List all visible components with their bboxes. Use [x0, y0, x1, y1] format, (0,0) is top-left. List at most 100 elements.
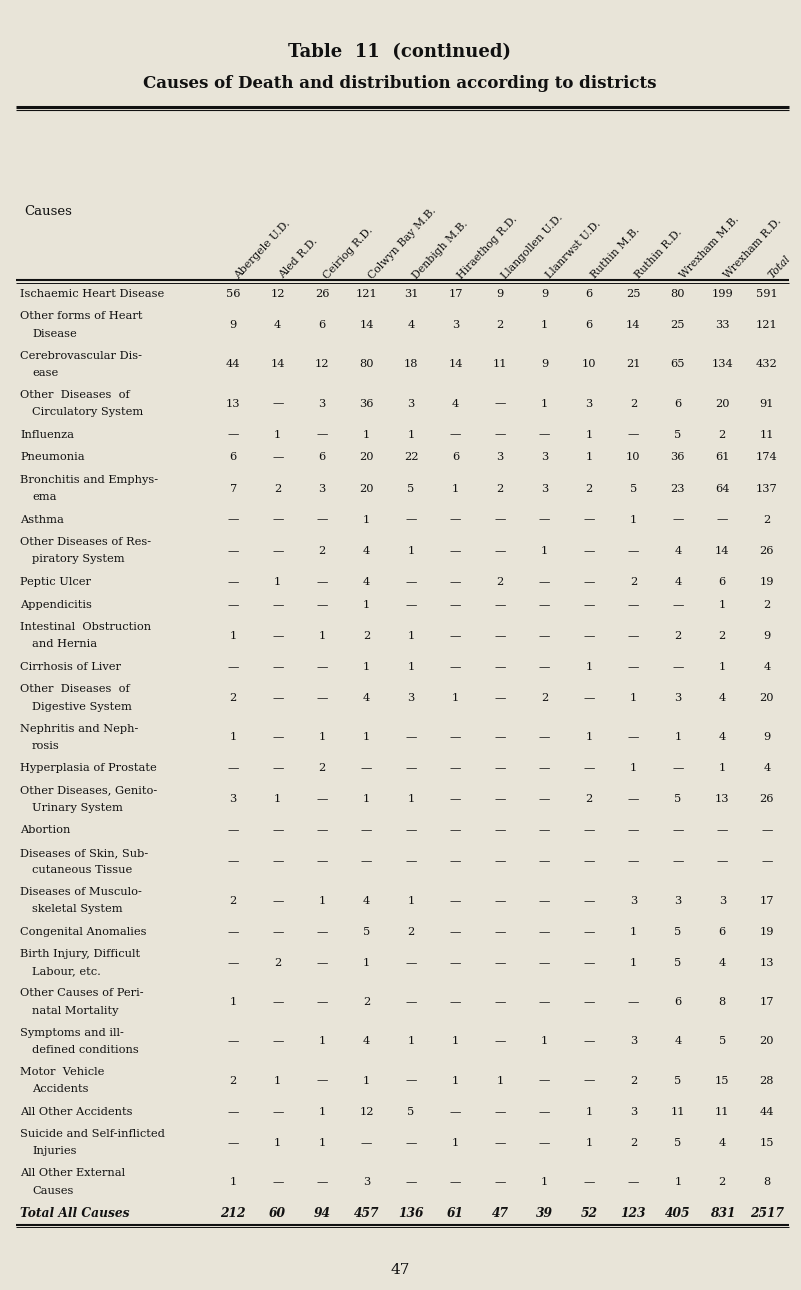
- Text: —: —: [405, 1138, 417, 1148]
- Text: —: —: [361, 857, 372, 867]
- Text: 591: 591: [756, 289, 778, 299]
- Text: —: —: [450, 1107, 461, 1117]
- Text: —: —: [227, 958, 239, 968]
- Text: —: —: [583, 631, 594, 641]
- Text: 2: 2: [319, 764, 326, 773]
- Text: —: —: [450, 662, 461, 672]
- Text: —: —: [405, 577, 417, 587]
- Text: 1: 1: [274, 430, 281, 440]
- Text: 1: 1: [674, 733, 682, 742]
- Text: 2: 2: [497, 320, 504, 330]
- Text: —: —: [672, 515, 683, 525]
- Text: 20: 20: [360, 484, 374, 494]
- Text: —: —: [272, 1176, 284, 1187]
- Text: —: —: [583, 546, 594, 556]
- Text: 1: 1: [363, 958, 370, 968]
- Text: 14: 14: [715, 546, 730, 556]
- Text: —: —: [316, 662, 328, 672]
- Text: 12: 12: [360, 1107, 374, 1117]
- Text: —: —: [450, 546, 461, 556]
- Text: 2: 2: [230, 693, 237, 703]
- Text: —: —: [628, 857, 639, 867]
- Text: 9: 9: [763, 733, 771, 742]
- Text: 1: 1: [541, 1176, 548, 1187]
- Text: 4: 4: [452, 399, 459, 409]
- Text: —: —: [405, 733, 417, 742]
- Text: 7: 7: [230, 484, 237, 494]
- Text: 1: 1: [630, 926, 637, 937]
- Text: —: —: [628, 546, 639, 556]
- Text: 6: 6: [230, 453, 237, 463]
- Text: 2: 2: [541, 693, 548, 703]
- Text: 18: 18: [404, 360, 418, 369]
- Text: 1: 1: [586, 662, 593, 672]
- Text: rosis: rosis: [32, 740, 60, 751]
- Text: Ceiriog R.D.: Ceiriog R.D.: [322, 224, 375, 281]
- Text: 80: 80: [670, 289, 685, 299]
- Text: —: —: [628, 600, 639, 610]
- Text: —: —: [450, 430, 461, 440]
- Text: —: —: [316, 1176, 328, 1187]
- Text: —: —: [494, 399, 505, 409]
- Text: 1: 1: [630, 958, 637, 968]
- Text: Ruthin R.D.: Ruthin R.D.: [634, 227, 684, 281]
- Text: —: —: [583, 1076, 594, 1086]
- Text: 13: 13: [226, 399, 240, 409]
- Text: 47: 47: [492, 1206, 509, 1219]
- Text: 1: 1: [497, 1076, 504, 1086]
- Text: 1: 1: [586, 453, 593, 463]
- Text: —: —: [494, 631, 505, 641]
- Text: 3: 3: [408, 693, 415, 703]
- Text: —: —: [272, 926, 284, 937]
- Text: —: —: [316, 577, 328, 587]
- Text: —: —: [494, 857, 505, 867]
- Text: 5: 5: [674, 1138, 682, 1148]
- Text: —: —: [583, 895, 594, 906]
- Text: 121: 121: [356, 289, 377, 299]
- Text: —: —: [272, 764, 284, 773]
- Text: —: —: [450, 958, 461, 968]
- Text: 17: 17: [449, 289, 463, 299]
- Text: 2: 2: [274, 484, 281, 494]
- Text: Table  11  (continued): Table 11 (continued): [288, 43, 512, 61]
- Text: —: —: [316, 857, 328, 867]
- Text: 3: 3: [408, 399, 415, 409]
- Text: 3: 3: [497, 453, 504, 463]
- Text: Ruthin M.B.: Ruthin M.B.: [589, 226, 642, 281]
- Text: 2: 2: [363, 631, 370, 641]
- Text: —: —: [316, 600, 328, 610]
- Text: —: —: [405, 764, 417, 773]
- Text: 36: 36: [360, 399, 374, 409]
- Text: 6: 6: [586, 289, 593, 299]
- Text: 2517: 2517: [750, 1206, 783, 1219]
- Text: —: —: [450, 764, 461, 773]
- Text: —: —: [450, 631, 461, 641]
- Text: ema: ema: [32, 493, 57, 502]
- Text: 10: 10: [582, 360, 596, 369]
- Text: 4: 4: [674, 577, 682, 587]
- Text: —: —: [494, 515, 505, 525]
- Text: Causes of Death and distribution according to districts: Causes of Death and distribution accordi…: [143, 76, 657, 93]
- Text: —: —: [227, 857, 239, 867]
- Text: —: —: [583, 857, 594, 867]
- Text: Labour, etc.: Labour, etc.: [32, 966, 101, 977]
- Text: 6: 6: [452, 453, 459, 463]
- Text: —: —: [227, 826, 239, 836]
- Text: —: —: [405, 997, 417, 1007]
- Text: 15: 15: [759, 1138, 774, 1148]
- Text: Wrexham R.D.: Wrexham R.D.: [723, 217, 783, 281]
- Text: 5: 5: [408, 484, 415, 494]
- Text: —: —: [761, 826, 772, 836]
- Text: 5: 5: [674, 430, 682, 440]
- Text: 1: 1: [230, 631, 237, 641]
- Text: —: —: [272, 631, 284, 641]
- Text: —: —: [227, 1036, 239, 1046]
- Text: 1: 1: [586, 1138, 593, 1148]
- Text: 1: 1: [408, 546, 415, 556]
- Text: 20: 20: [759, 1036, 774, 1046]
- Text: —: —: [539, 958, 550, 968]
- Text: Bronchitis and Emphys-: Bronchitis and Emphys-: [20, 475, 158, 485]
- Text: 14: 14: [626, 320, 641, 330]
- Text: —: —: [539, 795, 550, 804]
- Text: 1: 1: [363, 600, 370, 610]
